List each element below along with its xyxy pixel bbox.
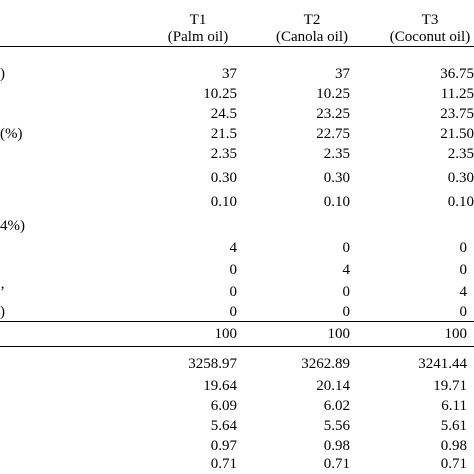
table-cell: 20.14	[316, 378, 350, 394]
table-cell: 5.64	[210, 418, 237, 434]
table-cell: 4	[459, 284, 468, 300]
table-cell: 6.11	[441, 398, 467, 414]
table-cell: 3262.89	[301, 356, 350, 372]
table-cell: 100	[327, 326, 351, 342]
table-cell: 0	[459, 262, 468, 278]
table-cell: 0	[342, 284, 351, 300]
table-cell: 21.5	[210, 126, 237, 142]
table-cell: 4	[229, 240, 238, 256]
table-cell: 6.09	[210, 398, 237, 414]
table-cell: 23.75	[440, 106, 474, 122]
row-label-fragment: (%)	[0, 126, 23, 142]
table-cell: 10.25	[316, 86, 350, 102]
table-cell: 0	[229, 304, 238, 320]
table-cell: 11.25	[440, 86, 474, 102]
table-cell: 37	[335, 66, 350, 82]
table-cell: 100	[444, 326, 468, 342]
table-cell: 19.71	[433, 378, 467, 394]
table-cell: 0	[342, 304, 351, 320]
header-rule	[0, 46, 474, 47]
table-cell: 0.30	[323, 170, 350, 186]
table-cell: 0.71	[440, 456, 467, 472]
row-label-fragment: )	[0, 304, 5, 320]
column-header-t3-code: T3	[421, 12, 439, 28]
table-cell: 21.50	[440, 126, 474, 142]
table-cell: 3241.44	[418, 356, 467, 372]
table-cell: 0.10	[210, 194, 237, 210]
table-cell: 10.25	[203, 86, 237, 102]
column-header-t2-name: (Canola oil)	[275, 29, 349, 45]
table-cell: 23.25	[316, 106, 350, 122]
row-label-fragment: ’	[0, 284, 5, 300]
column-header-t1-name: (Palm oil)	[167, 29, 229, 45]
column-header-t3-name: (Coconut oil)	[389, 29, 471, 45]
table-cell: 36.75	[440, 66, 474, 82]
table-cell: 0.71	[210, 456, 237, 472]
table-cell: 19.64	[203, 378, 237, 394]
table-cell: 5.61	[440, 418, 467, 434]
column-header-t1-code: T1	[189, 12, 207, 28]
table-cell: 0.97	[210, 438, 237, 454]
table-cell: 0	[229, 284, 238, 300]
row-label-fragment: 4%)	[0, 218, 25, 234]
table-cell: 0	[229, 262, 238, 278]
table-cell: 0.30	[447, 170, 474, 186]
composition-rule	[0, 346, 474, 347]
table-cell: 0.98	[440, 438, 467, 454]
table-cell: 37	[222, 66, 237, 82]
table-cell: 2.35	[447, 146, 474, 162]
table-cell: 0.30	[210, 170, 237, 186]
table-cell: 22.75	[316, 126, 350, 142]
table-cell: 4	[342, 262, 351, 278]
table-cell: 3258.97	[188, 356, 237, 372]
table-cell: 0	[342, 240, 351, 256]
column-header-t2-code: T2	[303, 12, 321, 28]
table-cell: 0	[459, 240, 468, 256]
table-cell: 24.5	[210, 106, 237, 122]
table-cell: 0	[459, 304, 468, 320]
table-cell: 0.10	[323, 194, 350, 210]
table-cell: 6.02	[323, 398, 350, 414]
table-cell: 0.98	[323, 438, 350, 454]
table-cell: 2.35	[323, 146, 350, 162]
table-cell: 5.56	[323, 418, 350, 434]
row-label-fragment: )	[0, 66, 5, 82]
table-cell: 0.71	[323, 456, 350, 472]
table-cell: 2.35	[210, 146, 237, 162]
table-cell: 0.10	[447, 194, 474, 210]
total-rule	[0, 321, 474, 322]
table-cell: 100	[214, 326, 238, 342]
